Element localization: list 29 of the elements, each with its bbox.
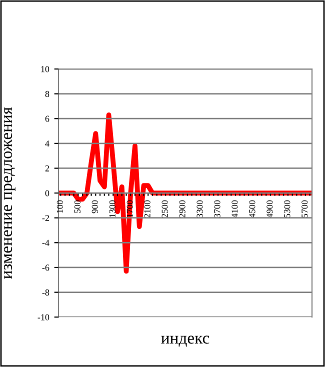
x-tick-label: 500 [74,200,80,214]
y-tick-label: 10 [41,66,50,72]
x-axis-title: индекс [161,336,210,347]
y-tick-label: 2 [45,165,49,172]
x-tick-label: 3700 [214,200,220,218]
y-tick-label: -4 [42,240,50,246]
x-tick-label: 4500 [249,200,256,218]
y-tick-label: -2 [42,215,49,221]
x-tick-label: 4100 [232,200,238,218]
x-tick-label: 1300 [109,200,116,218]
x-tick-label: 2900 [179,200,186,218]
x-tick-label: 3300 [196,200,203,218]
x-tick-label: 100 [56,200,63,213]
x-tick-label: 1700 [126,200,133,218]
x-tick-label: 5700 [302,200,308,218]
x-tick-label: 2500 [162,200,168,218]
x-tick-label: 2100 [144,200,150,218]
y-tick-label: 4 [45,140,50,147]
y-tick-label: 6 [45,116,50,122]
y-axis-title: изменение предложения [4,107,16,279]
x-tick-label: 4900 [266,200,273,218]
y-tick-label: 8 [45,90,50,98]
y-tick-label: -10 [38,314,50,320]
x-tick-label: 900 [92,200,98,214]
line-series [58,112,312,274]
y-tick-label: -6 [42,264,50,271]
y-tick-label: 0 [45,190,50,196]
x-tick-label: 5300 [284,200,290,218]
y-tick-label: -8 [42,289,50,296]
